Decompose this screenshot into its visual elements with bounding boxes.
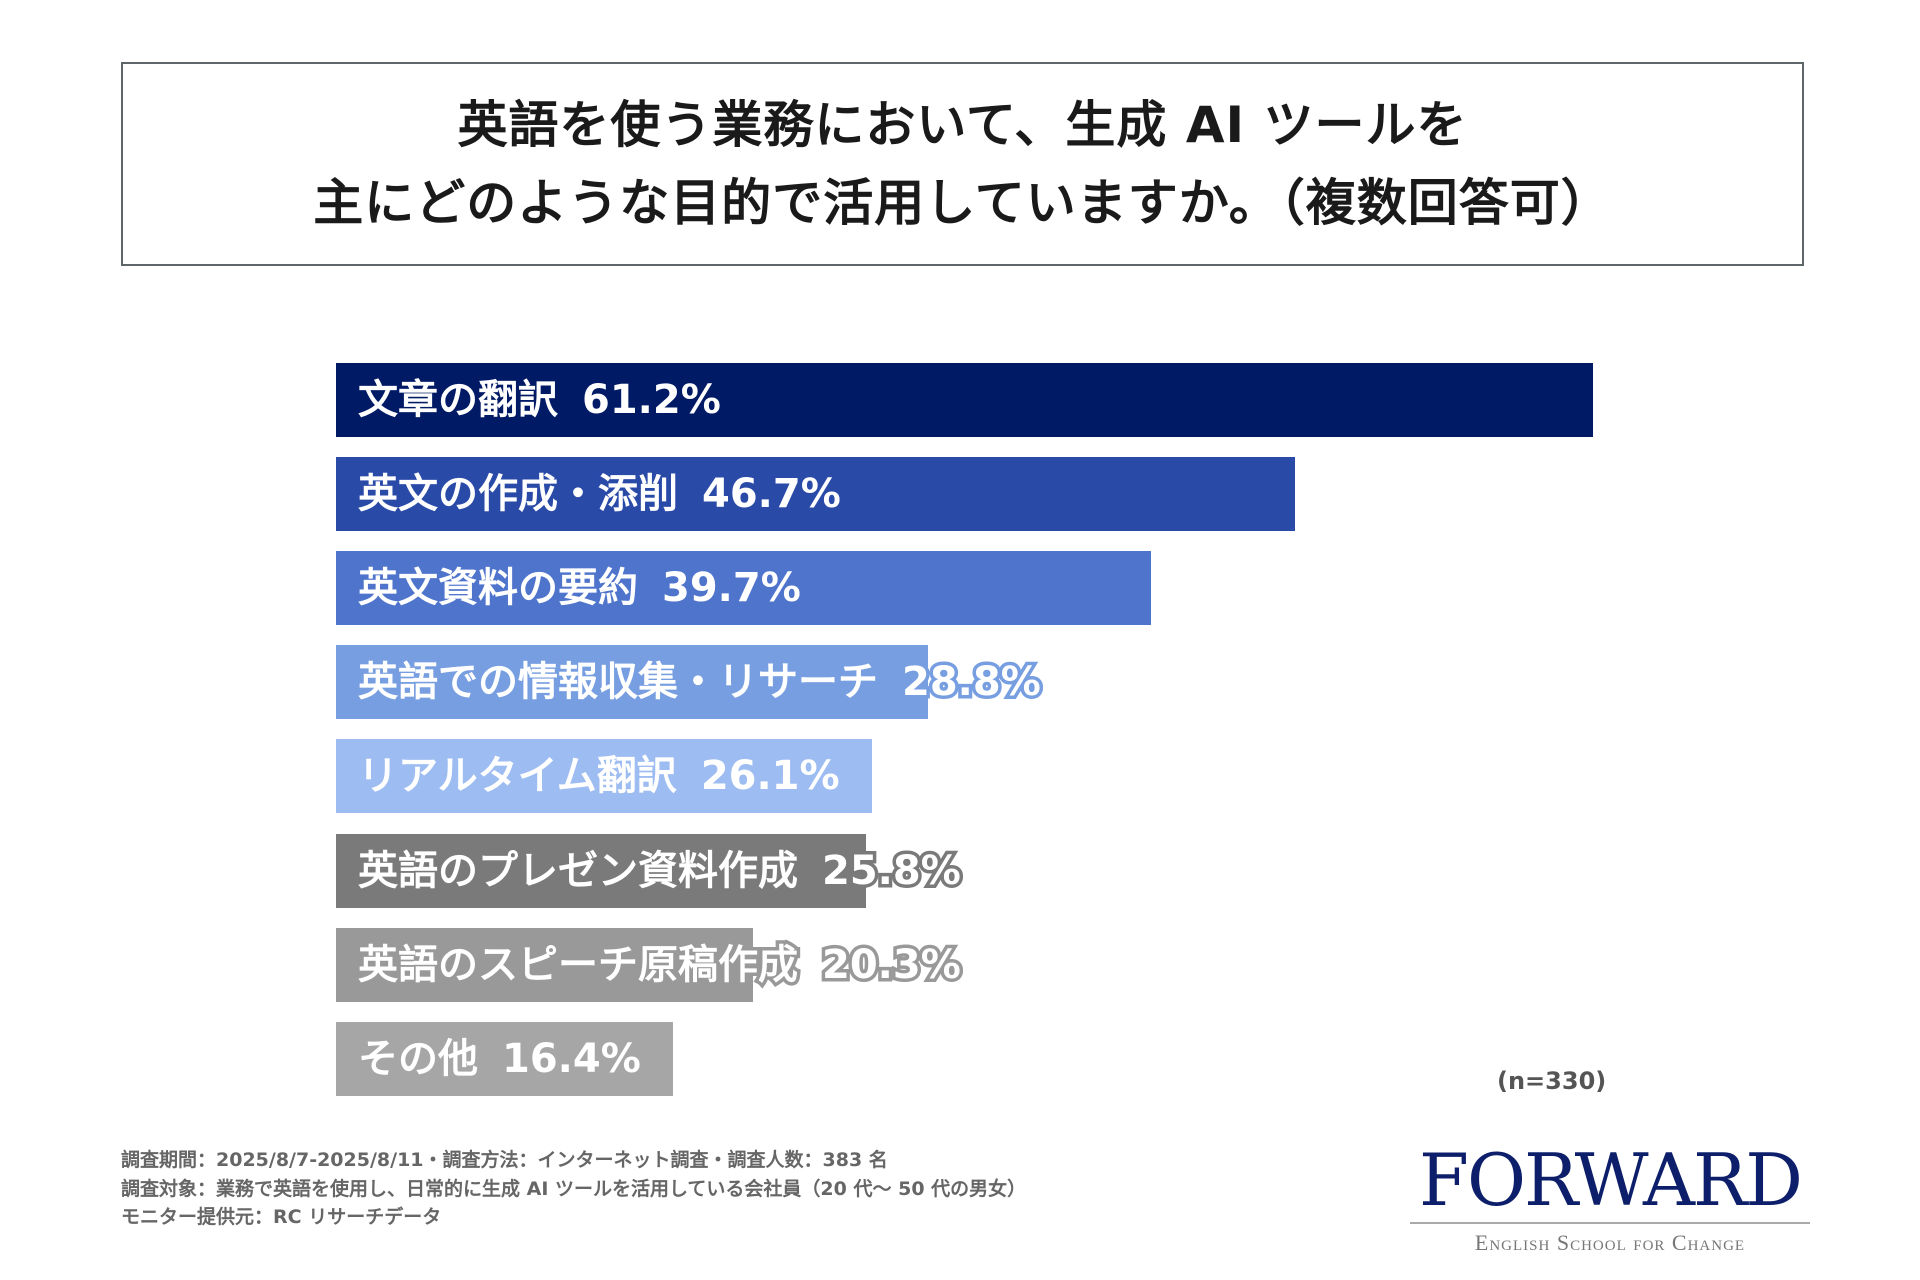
category-label: リアルタイム翻訳 [355,750,681,803]
chart-title-line2: 主にどのような目的で活用していますか。（複数回答可） [313,174,1612,232]
chart-title-box: 英語を使う業務において、生成 AI ツールを 主にどのような目的で活用しています… [121,62,1804,266]
bar-label: 文章の翻訳 61.2% [355,363,725,437]
value-label: 46.7% [699,468,845,521]
survey-note-1: 調査期間：2025/8/7-2025/8/11・調査方法：インターネット調査・調… [121,1149,888,1171]
category-label: 英語のスピーチ原稿作成 [355,938,802,991]
value-label: 26.1% [697,750,843,803]
chart-title-line1: 英語を使う業務において、生成 AI ツールを [457,96,1468,154]
value-label: 16.4% [499,1032,645,1085]
category-label: 文章の翻訳 [355,374,562,427]
category-label: 英文資料の要約 [355,562,642,615]
bar-label: 英文の作成・添削 46.7% [355,457,845,531]
bar-7 [336,927,753,1002]
category-label: 英語のプレゼン資料作成 [355,844,802,897]
bar-2 [336,457,1296,532]
bar-label: その他 16.4% [355,1022,645,1096]
bar-4 [336,645,928,720]
bar-3 [336,551,1152,626]
category-label: 英語での情報収集・リサーチ [355,656,882,709]
bar-label: 英語のプレゼン資料作成 25.8% [355,834,965,908]
bar-label: リアルタイム翻訳 26.1% [355,739,844,813]
survey-note-2: 調査対象：業務で英語を使用し、日常的に生成 AI ツールを活用している会社員（2… [121,1177,1027,1200]
bar-label: 英語のスピーチ原稿作成 20.3% [355,928,965,1002]
value-label: 28.8% [899,656,1045,709]
bar-label: 英文資料の要約 39.7% [355,551,805,625]
value-label: 25.8% [819,844,965,897]
survey-note-3: モニター提供元：RC リサーチデータ [121,1206,442,1228]
value-label: 20.3% [819,938,965,991]
sample-size: (n=330) [1497,1067,1607,1095]
bar-6 [336,833,866,908]
logo-wordmark: FORWARD [1419,1138,1803,1222]
bar-1 [336,363,1593,437]
value-label: 61.2% [579,374,725,427]
logo-divider [1410,1222,1810,1224]
bar-5 [336,739,873,814]
forward-logo: FORWARD English School for Change [1410,1140,1810,1256]
bar-label: 英語での情報収集・リサーチ 28.8% [355,645,1045,719]
bar-8 [336,1021,673,1096]
logo-tagline: English School for Change [1474,1230,1746,1255]
category-label: その他 [355,1032,482,1085]
category-label: 英文の作成・添削 [355,468,682,521]
value-label: 39.7% [659,562,805,615]
survey-notes: 調査期間：2025/8/7-2025/8/11・調査方法：インターネット調査・調… [121,1146,1026,1232]
